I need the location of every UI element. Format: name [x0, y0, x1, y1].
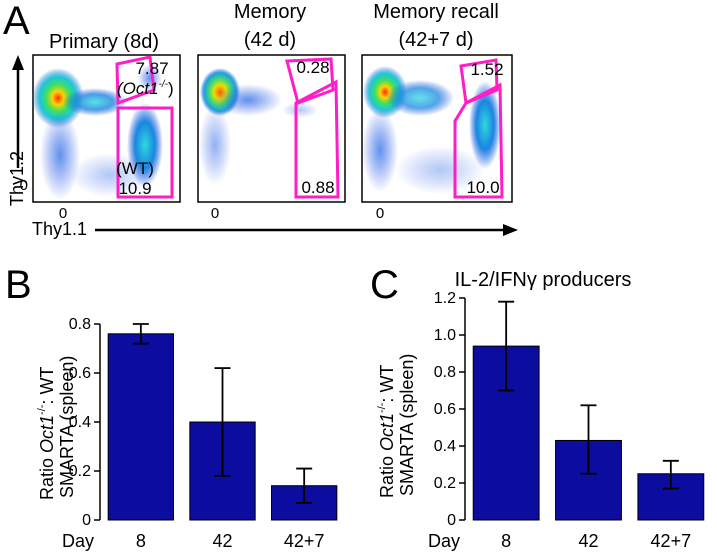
gate-oct1 [459, 58, 499, 106]
panel-c-title: IL-2/IFNγ producers [455, 269, 632, 291]
panel-a-letter: A [3, 0, 30, 43]
gate-bottom-annotation: (WT) [116, 159, 154, 178]
thy12-axis-label: Thy1.2 [7, 151, 27, 206]
panel-b-ylabel-line1: Ratio Oct1-/-: WT [36, 367, 57, 500]
plot3-title-line1: Memory recall [373, 1, 499, 23]
x-category-label: 8 [136, 531, 146, 551]
density-cloud [362, 66, 501, 194]
y-tick-label: 0.2 [434, 475, 456, 492]
gate-top-value: 1.52 [470, 60, 503, 79]
chart-b: 0 0.2 0.4 0.6 0.8 8 42 42+7 Day [62, 316, 338, 551]
y-tick-label: 0.8 [434, 364, 456, 381]
gate-bottom-value: 0.88 [301, 178, 334, 197]
thy12-axis-arrow [12, 55, 24, 168]
gate-oct1 [115, 55, 156, 106]
gate-bottom-value: 10.0 [466, 178, 499, 197]
plot3-title-line2: (42+7 d) [398, 29, 473, 51]
gate-bottom-value: 10.9 [118, 179, 151, 198]
x-axis-label: Day [62, 531, 94, 551]
density-cloud [32, 64, 163, 200]
plot2-title-line1: Memory [234, 1, 306, 23]
gate-wt [116, 106, 174, 199]
thy11-axis-label: Thy1.1 [32, 219, 87, 239]
x-category-label: 42 [212, 531, 232, 551]
y-tick-label: 0 [447, 512, 456, 529]
panel-c-ylabel-line2: SMARTA (spleen) [397, 354, 417, 496]
y-tick-label: 0.8 [69, 316, 91, 333]
panel-c-ylabel-line1: Ratio Oct1-/-: WT [376, 365, 397, 498]
gate-top-value: 7.87 [135, 59, 168, 78]
y-tick-label: 0.6 [69, 365, 91, 382]
y-tick-label: 0.4 [434, 438, 456, 455]
y-tick-label: 0.6 [434, 401, 456, 418]
thy11-axis-arrow [95, 224, 518, 236]
x-tick-zero: 0 [211, 205, 219, 222]
y-tick-label: 0 [82, 512, 91, 529]
y-tick-label: 0.4 [69, 414, 91, 431]
y-tick-label: 1.2 [434, 290, 456, 307]
flow-plot-memory-recall: 1.52 10.0 0 [361, 54, 513, 222]
x-category-label: 42+7 [651, 531, 692, 551]
plot2-title-line2: (42 d) [244, 29, 296, 51]
gate-top-annotation: (Oct1-/-) [117, 79, 174, 98]
plot1-title: Primary (8d) [49, 31, 159, 53]
panel-b-ylabel-line2: SMARTA (spleen) [57, 356, 77, 498]
x-category-label: 42+7 [284, 531, 325, 551]
panel-c-letter: C [370, 263, 399, 307]
gate-top-value: 0.28 [296, 58, 329, 77]
chart-c: 0 0.2 0.4 0.6 0.8 1.0 1.2 8 42 42+7 Day [428, 290, 705, 551]
density-cloud [199, 68, 318, 185]
flow-plot-primary: 7.87 (Oct1-/-) (WT) 10.9 0 0 [20, 54, 181, 222]
y-tick-zero: 0 [20, 177, 28, 194]
gate-wt [453, 82, 504, 199]
x-tick-zero: 0 [376, 205, 384, 222]
flow-plot-memory: 0.28 0.88 0 [197, 54, 346, 222]
x-axis-label: Day [428, 531, 460, 551]
x-tick-zero: 0 [59, 205, 67, 222]
panel-b-letter: B [5, 263, 32, 307]
x-category-label: 42 [578, 531, 598, 551]
x-category-label: 8 [501, 531, 511, 551]
bar-day-8 [107, 333, 174, 521]
y-tick-label: 0.2 [69, 463, 91, 480]
y-tick-label: 1.0 [434, 327, 456, 344]
gate-wt [294, 79, 340, 199]
gate-oct1 [285, 57, 335, 105]
